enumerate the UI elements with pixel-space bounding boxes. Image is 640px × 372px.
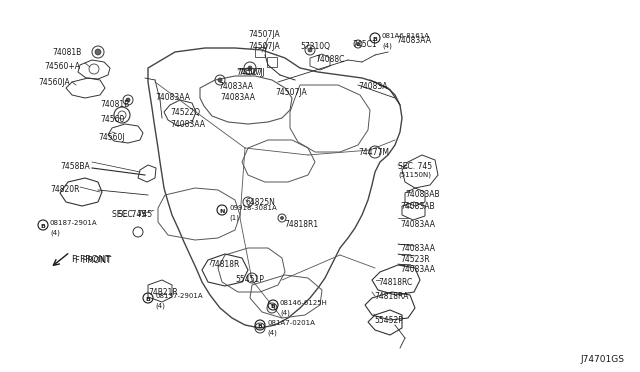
Text: 74820R: 74820R (50, 185, 79, 194)
Circle shape (126, 98, 130, 102)
Text: 081A6-8161A: 081A6-8161A (382, 33, 430, 39)
Text: 74083AA: 74083AA (400, 265, 435, 274)
Text: SEC. 745: SEC. 745 (118, 210, 152, 219)
Text: 74507JA: 74507JA (248, 42, 280, 51)
Text: 74560: 74560 (100, 115, 124, 124)
Text: 08146-6125H: 08146-6125H (280, 300, 328, 306)
Circle shape (280, 217, 284, 219)
Text: 55452P: 55452P (374, 316, 403, 325)
Circle shape (308, 48, 312, 52)
Text: F FRONT: F FRONT (75, 256, 111, 265)
Text: (4): (4) (155, 303, 165, 309)
Circle shape (248, 66, 252, 70)
Text: 745C1: 745C1 (352, 40, 376, 49)
Circle shape (356, 42, 360, 45)
Text: 74B21R: 74B21R (148, 288, 178, 297)
Text: (51150N): (51150N) (398, 172, 431, 179)
Text: N: N (220, 209, 225, 214)
Text: 74522Q: 74522Q (170, 108, 200, 117)
Text: 74818RC: 74818RC (378, 278, 412, 287)
Text: 74083AA: 74083AA (396, 36, 431, 45)
Text: SEC. 745: SEC. 745 (398, 162, 432, 171)
Text: (1): (1) (229, 215, 239, 221)
Text: 74560+A: 74560+A (44, 62, 80, 71)
Text: B: B (40, 224, 45, 229)
Text: 74081B: 74081B (52, 48, 81, 57)
Text: (4): (4) (267, 330, 277, 336)
Text: 74083AA: 74083AA (400, 244, 435, 253)
Circle shape (95, 49, 101, 55)
Text: 74083AA: 74083AA (170, 120, 205, 129)
Text: 74083AA: 74083AA (155, 93, 190, 102)
Text: 74083A: 74083A (358, 82, 387, 91)
Text: 08137-2901A: 08137-2901A (155, 293, 203, 299)
Text: 74818R1: 74818R1 (284, 220, 318, 229)
Text: 74083AA: 74083AA (220, 93, 255, 102)
Text: 74477M: 74477M (358, 148, 389, 157)
Text: 74560J: 74560J (98, 133, 125, 142)
Text: F FRONT: F FRONT (72, 256, 111, 264)
Text: 74818RA: 74818RA (374, 292, 408, 301)
Text: 74081B: 74081B (100, 100, 129, 109)
Text: 74507JA: 74507JA (248, 30, 280, 39)
Text: (4): (4) (280, 310, 290, 316)
Text: 74507JA: 74507JA (275, 88, 307, 97)
Text: (4): (4) (50, 230, 60, 236)
Text: 74560JA: 74560JA (38, 78, 70, 87)
Text: 08187-2901A: 08187-2901A (50, 220, 98, 226)
Circle shape (218, 78, 222, 82)
Text: 74083AA: 74083AA (218, 82, 253, 91)
Text: 081A7-0201A: 081A7-0201A (267, 320, 315, 326)
Text: B: B (145, 297, 150, 302)
Text: 74818R: 74818R (210, 260, 239, 269)
Text: (4): (4) (382, 43, 392, 49)
Text: 09918-3081A: 09918-3081A (229, 205, 276, 211)
Text: 57210Q: 57210Q (300, 42, 330, 51)
Text: 7458BA: 7458BA (60, 162, 90, 171)
Text: 74088C: 74088C (315, 55, 344, 64)
Text: SEC. 745: SEC. 745 (112, 210, 146, 219)
Text: 55451P: 55451P (235, 275, 264, 284)
Text: 74083AB: 74083AB (405, 190, 440, 199)
Text: 74507J: 74507J (238, 68, 264, 77)
Text: 74083AA: 74083AA (400, 220, 435, 229)
Text: B: B (257, 324, 262, 329)
Text: 64825N: 64825N (245, 198, 275, 207)
Text: 74507J: 74507J (236, 68, 262, 77)
Text: B: B (372, 37, 378, 42)
Text: B: B (271, 304, 275, 309)
Text: 74083AB: 74083AB (400, 202, 435, 211)
Text: 74523R: 74523R (400, 255, 429, 264)
Text: J74701GS: J74701GS (580, 355, 624, 364)
